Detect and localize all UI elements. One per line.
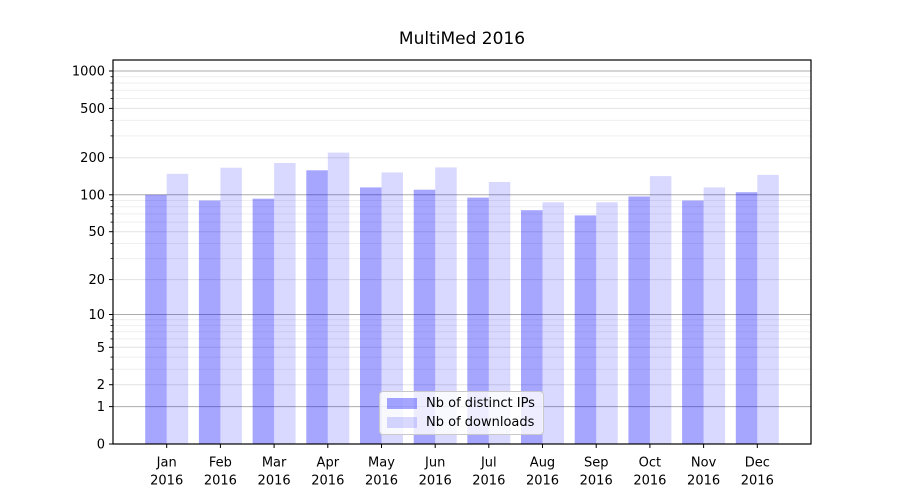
bar-apr-downloads [327,152,350,444]
legend-item-distinct-ips: Nb of distinct IPs [387,395,543,411]
legend-swatch-distinct-ips [387,398,417,409]
bar-jun-distinct-ips [413,189,436,444]
x-tick-label-aug: Aug 2016 [526,456,559,489]
bar-aug-distinct-ips [521,210,543,444]
bar-mar-distinct-ips [252,198,275,444]
legend-label-distinct-ips: Nb of distinct IPs [426,395,535,411]
legend: Nb of distinct IPs Nb of downloads [379,391,544,435]
y-tick-label-2: 2 [97,378,105,393]
y-tick-label-100: 100 [80,188,105,203]
x-tick-label-sep: Sep 2016 [580,456,613,489]
bar-feb-distinct-ips [198,200,221,444]
bar-aug-downloads [542,202,564,444]
y-tick-label-5: 5 [97,341,105,356]
x-tick-label-mar: Mar 2016 [258,456,291,489]
bar-dec-distinct-ips [735,192,758,444]
x-tick-label-nov: Nov 2016 [687,456,720,489]
bar-sep-distinct-ips [574,215,597,444]
bar-nov-distinct-ips [682,200,704,444]
bar-jan-distinct-ips [145,194,167,444]
x-tick-label-jul: Jul 2016 [472,456,505,489]
bar-jun-downloads [435,167,457,444]
bar-oct-distinct-ips [628,196,650,444]
x-tick-label-may: May 2016 [365,456,398,489]
y-tick-label-1000: 1000 [72,65,105,80]
y-tick-label-50: 50 [88,225,105,240]
y-tick-label-20: 20 [88,273,105,288]
legend-item-downloads: Nb of downloads [387,414,543,430]
y-tick-label-10: 10 [88,308,105,323]
x-tick-label-dec: Dec 2016 [741,456,774,489]
bar-may-distinct-ips [360,187,382,444]
bar-jan-downloads [166,173,189,445]
bar-jul-distinct-ips [467,197,489,444]
x-tick-label-jun: Jun 2016 [419,456,452,489]
bar-sep-downloads [596,202,618,444]
bar-mar-downloads [274,163,296,444]
plot-frame [112,59,812,445]
y-tick-label-200: 200 [80,151,105,166]
x-tick-label-jan: Jan 2016 [150,456,183,489]
x-tick-label-apr: Apr 2016 [311,456,344,489]
bar-nov-downloads [703,187,726,444]
y-tick-label-500: 500 [80,102,105,117]
chart-title: MultiMed 2016 [398,29,526,49]
legend-label-downloads: Nb of downloads [426,414,535,430]
x-tick-label-feb: Feb 2016 [204,456,237,489]
bar-may-downloads [381,172,403,444]
bar-apr-distinct-ips [306,170,328,445]
y-tick-label-1: 1 [97,400,105,415]
bar-feb-downloads [220,167,242,444]
bar-dec-downloads [757,174,779,444]
x-tick-label-oct: Oct 2016 [633,456,666,489]
y-tick-label-0: 0 [97,438,105,453]
bar-jul-downloads [488,182,511,444]
legend-swatch-downloads [387,417,417,428]
bar-oct-downloads [649,176,672,444]
